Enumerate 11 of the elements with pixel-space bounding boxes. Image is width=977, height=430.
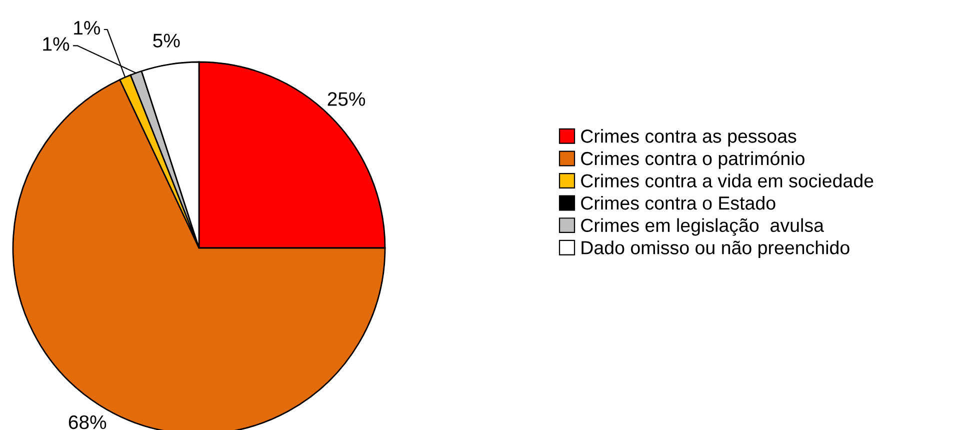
data-label: 5% <box>153 34 180 48</box>
legend-label: Dado omisso ou não preenchido <box>582 240 850 258</box>
data-label: 1% <box>74 21 100 35</box>
legend-label: Crimes em legislação avulsa <box>581 218 824 236</box>
legend-label: Crimes contra a vida em sociedade <box>581 174 874 188</box>
data-label: 25% <box>328 92 366 106</box>
data-label: 1% <box>43 37 70 51</box>
legend-label: Crimes contra o património <box>581 151 804 169</box>
legend-label: Crimes contra o Estado <box>581 196 776 210</box>
data-label: 68% <box>68 415 106 430</box>
legend-label: Crimes contra as pessoas <box>581 129 796 147</box>
